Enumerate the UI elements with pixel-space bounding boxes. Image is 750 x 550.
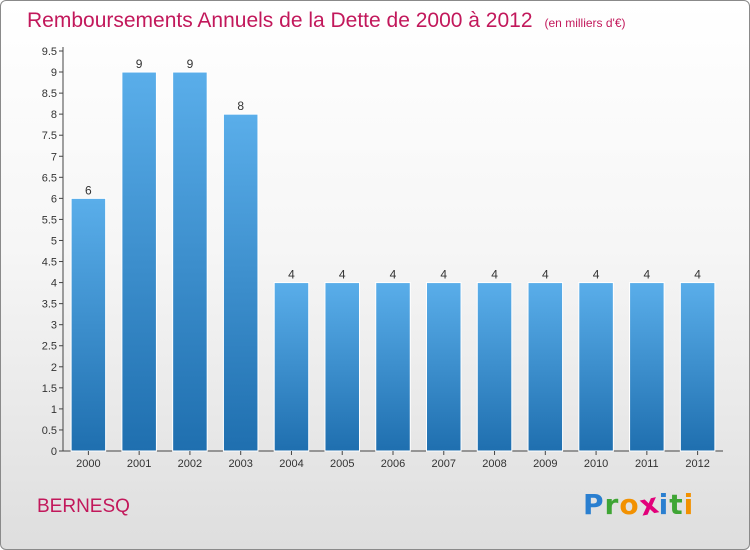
x-tick-label-2010: 2010 xyxy=(584,458,608,470)
bar-2006 xyxy=(375,282,411,452)
x-tick-label-2011: 2011 xyxy=(635,458,659,470)
data-label-2006: 4 xyxy=(390,268,397,282)
bar-2005 xyxy=(324,282,360,452)
data-label-2011: 4 xyxy=(644,268,651,282)
y-tick-label: 8 xyxy=(51,109,57,121)
y-tick-label: 9 xyxy=(51,67,57,79)
brand-letter: P xyxy=(583,488,605,521)
x-tick-label-2007: 2007 xyxy=(432,458,456,470)
x-tick-label-2001: 2001 xyxy=(127,458,151,470)
data-label-2004: 4 xyxy=(288,268,295,282)
chart-subtitle: (en milliers d'€) xyxy=(544,16,626,30)
data-label-2000: 6 xyxy=(85,183,92,197)
bar-2012 xyxy=(679,282,716,452)
bar-2004 xyxy=(273,282,310,452)
brand-letter: t xyxy=(669,488,684,521)
y-tick-label: 6.5 xyxy=(42,172,57,184)
y-tick-label: 0.5 xyxy=(42,425,57,437)
y-tick-label: 9.5 xyxy=(42,46,57,58)
y-tick-label: 8.5 xyxy=(42,88,57,100)
x-tick-label-2009: 2009 xyxy=(533,458,557,470)
y-tick-label: 7 xyxy=(51,151,57,163)
y-tick-label: 0 xyxy=(51,446,57,458)
data-label-2002: 9 xyxy=(187,57,194,71)
y-tick-label: 2.5 xyxy=(42,341,57,353)
y-tick-label: 5 xyxy=(51,235,57,247)
chart-title-text: Remboursements Annuels de la Dette de 20… xyxy=(27,9,533,32)
chart-title: Remboursements Annuels de la Dette de 20… xyxy=(27,9,626,33)
y-tick-label: 3.5 xyxy=(42,299,57,311)
x-tick-label-2008: 2008 xyxy=(482,458,506,470)
data-label-2010: 4 xyxy=(593,268,600,282)
data-label-2005: 4 xyxy=(339,268,346,282)
y-tick-label: 6 xyxy=(51,193,57,205)
x-tick-label-2005: 2005 xyxy=(330,458,354,470)
bar-2007 xyxy=(426,282,462,452)
bar-2000 xyxy=(70,197,107,452)
y-tick-label: 3 xyxy=(51,320,57,332)
bar-2003 xyxy=(222,113,259,452)
y-tick-label: 5.5 xyxy=(42,214,57,226)
x-tick-label-2006: 2006 xyxy=(381,458,405,470)
commune-name: BERNESQ xyxy=(37,496,130,517)
y-tick-label: 2 xyxy=(51,362,57,374)
bar-2002 xyxy=(172,71,208,452)
x-tick-label-2002: 2002 xyxy=(178,458,202,470)
data-label-2003: 8 xyxy=(237,99,244,113)
data-label-2007: 4 xyxy=(440,268,447,282)
y-tick-label: 7.5 xyxy=(42,130,57,142)
brand-letter: o xyxy=(619,488,640,521)
data-label-2001: 9 xyxy=(136,57,143,71)
x-tick-label-2003: 2003 xyxy=(228,458,252,470)
brand-letter: r xyxy=(604,488,620,521)
x-tick-label-2012: 2012 xyxy=(685,458,709,470)
y-tick-label: 1 xyxy=(51,404,57,416)
bar-2011 xyxy=(629,282,665,452)
brand-letter: i xyxy=(683,488,695,521)
brand-logo: Proxiti xyxy=(583,486,695,522)
bar-2008 xyxy=(476,282,513,452)
y-tick-label: 4 xyxy=(51,278,57,290)
bar-2009 xyxy=(527,282,564,452)
data-label-2008: 4 xyxy=(491,268,498,282)
bar-2010 xyxy=(578,282,614,452)
y-tick-label: 4.5 xyxy=(42,257,57,269)
data-label-2009: 4 xyxy=(542,268,549,282)
brand-letter: i xyxy=(658,488,670,521)
x-tick-label-2000: 2000 xyxy=(76,458,100,470)
x-tick-label-2004: 2004 xyxy=(279,458,303,470)
y-tick-label: 1.5 xyxy=(42,383,57,395)
bar-2001 xyxy=(121,71,157,452)
data-label-2012: 4 xyxy=(694,268,701,282)
